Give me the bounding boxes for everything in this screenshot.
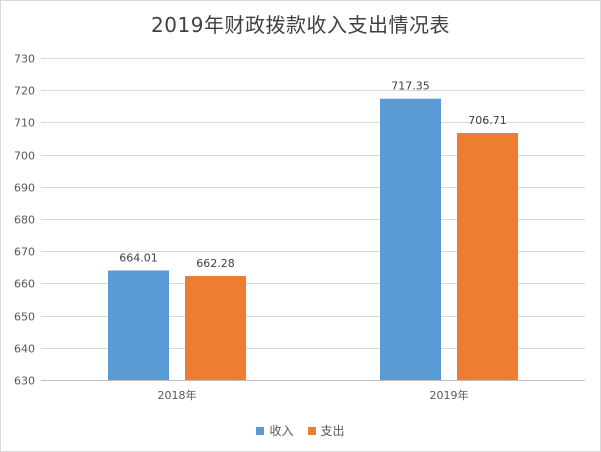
y-tick-label: 730 <box>14 53 35 66</box>
bar <box>108 270 169 380</box>
x-axis: 2018年 2019年 <box>41 380 585 402</box>
y-tick-label: 640 <box>14 343 35 356</box>
legend: 收入 支出 <box>1 422 600 439</box>
data-label: 662.28 <box>196 257 235 270</box>
legend-swatch-income <box>256 426 265 435</box>
data-labels: 664.01 662.28 717.35 706.71 <box>119 80 507 270</box>
legend-item-expense: 支出 <box>307 422 345 439</box>
y-tick-label: 720 <box>14 85 35 98</box>
x-tick-label: 2018年 <box>158 388 197 402</box>
y-tick-label: 670 <box>14 246 35 259</box>
legend-label-income: 收入 <box>269 424 294 438</box>
bar <box>185 276 246 380</box>
bars <box>108 98 518 380</box>
data-label: 717.35 <box>391 80 430 93</box>
bar <box>457 132 518 380</box>
data-label: 664.01 <box>119 251 158 264</box>
bar <box>380 98 441 380</box>
x-tick-label: 2019年 <box>430 388 469 402</box>
y-axis: 630 640 650 660 670 680 690 700 710 720 730 <box>14 53 35 388</box>
y-tick-label: 680 <box>14 214 35 227</box>
y-tick-label: 710 <box>14 117 35 130</box>
legend-label-expense: 支出 <box>320 424 345 438</box>
y-tick-label: 660 <box>14 278 35 291</box>
y-tick-label: 690 <box>14 182 35 195</box>
y-tick-label: 630 <box>14 375 35 388</box>
legend-item-income: 收入 <box>256 422 294 439</box>
data-label: 706.71 <box>468 114 507 127</box>
y-tick-label: 700 <box>14 150 35 163</box>
legend-swatch-expense <box>307 426 316 435</box>
chart-title: 2019年财政拨款收入支出情况表 <box>151 13 450 37</box>
y-tick-label: 650 <box>14 311 35 324</box>
